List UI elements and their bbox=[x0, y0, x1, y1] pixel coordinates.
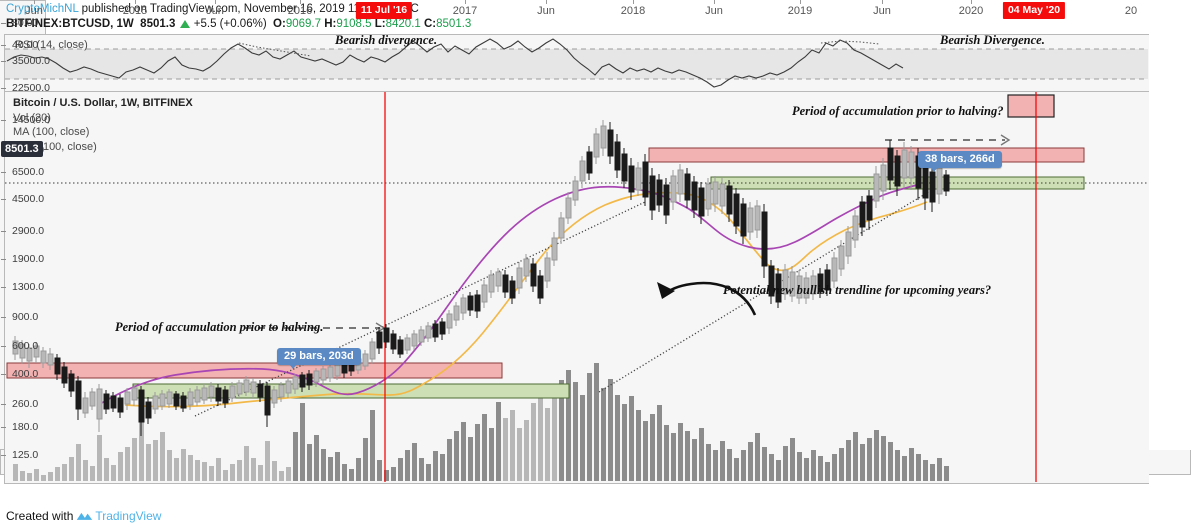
time-label: Jun bbox=[206, 5, 224, 17]
time-label: 2020 bbox=[958, 5, 984, 17]
time-label: 20 bbox=[1124, 5, 1138, 17]
event-label-halving-2020[interactable]: 04 May '20 bbox=[1002, 2, 1066, 19]
price-tick: 900.0 bbox=[12, 311, 39, 323]
footer-credit: Created with TradingView bbox=[6, 509, 161, 523]
zone-marker-top-right bbox=[1007, 94, 1055, 118]
time-label: 2019 bbox=[787, 5, 813, 17]
low-label: L: bbox=[374, 18, 386, 30]
last-price: 8501.3 bbox=[140, 18, 176, 30]
volume-bars bbox=[13, 363, 949, 481]
time-label: 2015 bbox=[122, 5, 148, 17]
rsi-plot bbox=[5, 38, 1148, 88]
rsi-indicator-label[interactable]: RSI (14, close) bbox=[15, 39, 88, 51]
time-label: Jun bbox=[873, 5, 891, 17]
open-value: 9069.7 bbox=[285, 18, 322, 30]
low-value: 8420.1 bbox=[385, 18, 421, 30]
event-label-halving-2016[interactable]: 11 Jul '16 bbox=[355, 2, 413, 19]
time-label: 2018 bbox=[620, 5, 646, 17]
high-label: H: bbox=[324, 18, 337, 30]
price-plot bbox=[5, 92, 1148, 482]
price-tick: 1300.0 bbox=[12, 281, 45, 293]
legend-symbol[interactable]: Bitcoin / U.S. Dollar, 1W, BITFINEX bbox=[13, 97, 193, 109]
price-tick: 1900.0 bbox=[12, 253, 45, 265]
price-pane[interactable]: Bitcoin / U.S. Dollar, 1W, BITFINEX Vol … bbox=[4, 92, 1149, 484]
price-tick: 14500.0 bbox=[12, 114, 50, 126]
symbol-quote-line: BITFINEX:BTCUSD, 1W 8501.3 +5.5 (+0.06%)… bbox=[6, 17, 471, 32]
current-price-tag: 8501.3 bbox=[1, 141, 43, 157]
price-tick: 2900.0 bbox=[12, 225, 45, 237]
close-label: C: bbox=[424, 18, 437, 30]
chart-legend: Bitcoin / U.S. Dollar, 1W, BITFINEX Vol … bbox=[13, 96, 193, 154]
annotation-accumulation-left: Period of accumulation prior to halving. bbox=[115, 320, 324, 334]
annotation-trendline: Potential new bullish trendline for upco… bbox=[723, 283, 992, 297]
time-label: 2016 bbox=[287, 5, 313, 17]
old-trendline-dotted bbox=[194, 201, 646, 417]
time-label: Jun bbox=[25, 5, 43, 17]
measure-badge-left[interactable]: 29 bars, 203d bbox=[277, 348, 361, 369]
up-triangle-icon bbox=[179, 20, 190, 28]
price-tick: 35000.0 bbox=[12, 55, 50, 67]
rsi-tick-40: 40.00 bbox=[12, 39, 39, 51]
high-value: 9108.5 bbox=[336, 18, 372, 30]
zone-resistance-2014 bbox=[6, 362, 503, 379]
rsi-tick-80: 80.00 bbox=[12, 17, 39, 29]
measure-badge-right[interactable]: 38 bars, 266d bbox=[918, 151, 1002, 172]
rsi-divergence-line-right bbox=[820, 40, 880, 45]
annotation-accumulation-right: Period of accumulation prior to halving? bbox=[792, 104, 1004, 118]
legend-volume[interactable]: Vol (20) bbox=[13, 111, 51, 124]
candlesticks bbox=[12, 120, 950, 436]
zone-resistance-2019 bbox=[648, 147, 1085, 163]
price-tick: 125.0 bbox=[12, 449, 39, 461]
rsi-note-left: Bearish divergence. bbox=[335, 33, 438, 47]
time-label: 2017 bbox=[452, 5, 478, 17]
symbol-label[interactable]: BITFINEX:BTCUSD, 1W bbox=[6, 18, 134, 30]
tradingview-logo-icon bbox=[77, 512, 93, 520]
tradingview-brand[interactable]: TradingView bbox=[95, 509, 162, 523]
author-link[interactable]: CryptoMichNL bbox=[6, 3, 79, 15]
publisher-line: CryptoMichNL published on TradingView.co… bbox=[6, 2, 419, 17]
price-change: +5.5 (+0.06%) bbox=[193, 18, 267, 30]
publish-info: published on TradingView.com, November 1… bbox=[78, 3, 419, 15]
price-tick: 400.0 bbox=[12, 368, 39, 380]
price-tick: 260.0 bbox=[12, 398, 39, 410]
rsi-pane[interactable]: RSI (14, close) Bearish divergence. Bear… bbox=[4, 33, 1149, 92]
time-label: Jun bbox=[705, 5, 723, 17]
price-tick: 180.0 bbox=[12, 421, 39, 433]
rsi-line bbox=[6, 38, 904, 88]
rsi-note-right: Bearish Divergence. bbox=[940, 33, 1045, 47]
measure-arrow-right bbox=[885, 134, 1011, 146]
new-bullish-trendline bbox=[598, 187, 936, 393]
open-label: O: bbox=[273, 18, 286, 30]
price-tick: 600.0 bbox=[12, 340, 39, 352]
created-with-label: Created with bbox=[6, 509, 74, 523]
curved-arrow-annotation bbox=[657, 281, 757, 316]
price-tick: 4500.0 bbox=[12, 193, 45, 205]
close-value: 8501.3 bbox=[436, 18, 472, 30]
price-tick: 6500.0 bbox=[12, 166, 45, 178]
time-label: Jun bbox=[537, 5, 555, 17]
price-tick: 22500.0 bbox=[12, 82, 50, 94]
legend-ma[interactable]: MA (100, close) bbox=[13, 126, 90, 138]
